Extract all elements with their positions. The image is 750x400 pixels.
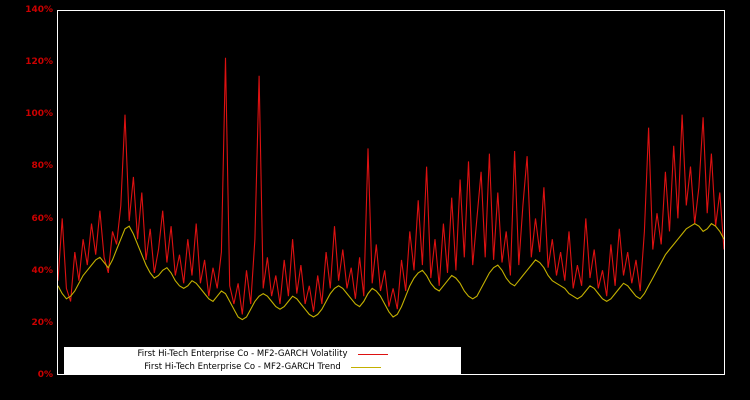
volatility-line-swatch [357, 353, 388, 355]
legend-item-trend: First Hi-Tech Enterprise Co - MF2-GARCH … [64, 361, 461, 373]
y-tick-label: 40% [31, 265, 53, 276]
line-chart [58, 57, 724, 321]
y-tick-label: 120% [25, 57, 53, 68]
trend-line-swatch [350, 366, 381, 368]
legend-item-volatility: First Hi-Tech Enterprise Co - MF2-GARCH … [64, 348, 461, 360]
y-tick-label: 100% [25, 109, 53, 120]
y-tick-label: 0% [37, 370, 53, 380]
y-axis: 0% 20% 40% 60% 80% 100% 120% 140% [13, 0, 53, 400]
y-tick-label: 140% [25, 5, 53, 15]
chart-legend: First Hi-Tech Enterprise Co - MF2-GARCH … [64, 347, 461, 374]
y-tick-label: 80% [31, 161, 53, 172]
legend-label-trend: First Hi-Tech Enterprise Co - MF2-GARCH … [144, 362, 341, 372]
legend-label-volatility: First Hi-Tech Enterprise Co - MF2-GARCH … [137, 349, 348, 359]
series-line [58, 222, 724, 321]
plot-area [57, 10, 725, 375]
y-tick-label: 20% [31, 317, 53, 328]
y-tick-label: 60% [31, 213, 53, 224]
series-line [58, 57, 724, 315]
